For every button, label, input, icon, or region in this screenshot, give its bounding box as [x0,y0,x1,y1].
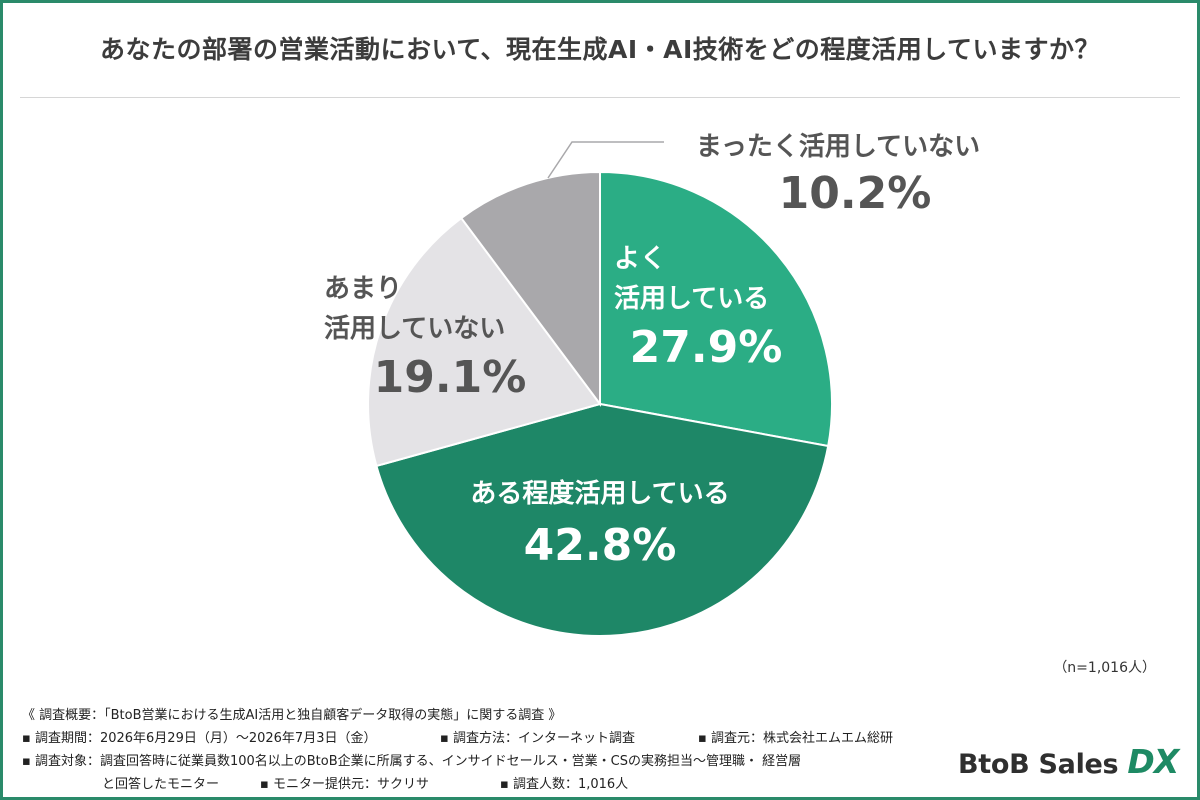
survey-target-cont: と回答したモニター [102,777,220,792]
pie-slice [599,170,833,448]
chart-title: あなたの部署の営業活動において、現在生成AI・AI技術をどの程度活用していますか… [99,35,1101,64]
slice-label: 活用していない [324,314,505,344]
slice-label: 活用している [614,284,769,314]
pie-slice [375,402,830,637]
slice-value-label: 10.2% [779,168,932,219]
slice-label: まったく活用していない [696,132,980,162]
sample-size-note: （n=1,016人） [1053,660,1156,676]
slice-label: よく [614,244,666,274]
pie-slice [367,216,602,468]
brand-name: BtoB Sales [958,749,1128,780]
survey-notes: 《 調査概要：「BtoB営業における生成AI活用と独自顧客データ取得の実態」に関… [22,704,893,796]
leader-line [547,141,664,179]
slice-label: ある程度活用している [470,478,729,509]
survey-respondents: ▪ 調査人数：1,016人 [500,777,629,792]
survey-method: ▪ 調査方法：インターネット調査 [440,731,635,746]
slice-label: あまり [324,274,402,304]
slice-value-label: 19.1% [374,352,527,403]
survey-provider: ▪ モニター提供元：サクリサ [260,777,429,792]
survey-period-row: ▪ 調査期間：2026年6月29日（月）〜2026年7月3日（金） ▪ 調査方法… [22,727,893,750]
slice-value-label: 27.9% [630,322,783,373]
survey-overview: 《 調査概要：「BtoB営業における生成AI活用と独自顧客データ取得の実態」に関… [22,708,562,723]
survey-target: ▪ 調査対象：調査回答時に従業員数100名以上のBtoB企業に所属する、インサイ… [22,754,802,769]
brand-logo: BtoB Sales DX [958,742,1179,781]
brand-accent: DX [1127,742,1179,781]
survey-target-row: ▪ 調査対象：調査回答時に従業員数100名以上のBtoB企業に所属する、インサイ… [22,750,801,773]
survey-overview-row: 《 調査概要：「BtoB営業における生成AI活用と独自顧客データ取得の実態」に関… [22,704,801,727]
pie-slice [459,170,601,408]
slice-value-label: 42.8% [524,520,677,571]
title-divider [20,97,1180,98]
survey-source: ▪ 調査元：株式会社エムエム総研 [698,731,893,746]
survey-period: ▪ 調査期間：2026年6月29日（月）〜2026年7月3日（金） [22,731,377,746]
survey-target-cont-row: と回答したモニター ▪ モニター提供元：サクリサ ▪ 調査人数：1,016人 [22,773,801,796]
